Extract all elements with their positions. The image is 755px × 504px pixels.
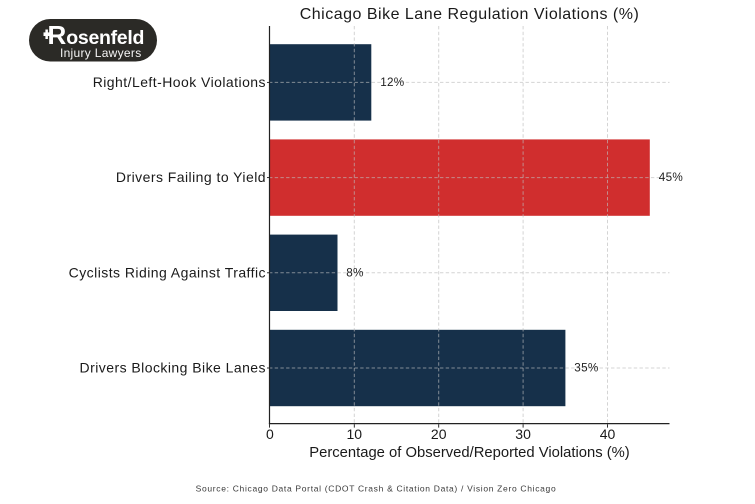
svg-text:Source: Chicago Data Portal (C: Source: Chicago Data Portal (CDOT Crash … [196,484,557,494]
svg-text:40: 40 [600,426,616,442]
svg-text:Right/Left-Hook Violations: Right/Left-Hook Violations [93,74,266,90]
svg-text:Chicago Bike Lane Regulation V: Chicago Bike Lane Regulation Violations … [300,6,640,23]
svg-text:osenfeld: osenfeld [66,27,144,49]
svg-text:Percentage of Observed/Reporte: Percentage of Observed/Reported Violatio… [309,445,630,461]
svg-text:35%: 35% [574,362,598,375]
svg-text:45%: 45% [659,171,683,184]
svg-text:0: 0 [266,426,274,442]
svg-text:Injury Lawyers: Injury Lawyers [60,46,142,60]
svg-text:Drivers Failing to Yield: Drivers Failing to Yield [116,169,266,185]
svg-text:Cyclists Riding Against Traffi: Cyclists Riding Against Traffic [69,264,266,280]
svg-text:R: R [48,20,67,50]
svg-text:10: 10 [347,426,363,442]
svg-text:12%: 12% [380,76,404,89]
svg-text:Drivers Blocking Bike Lanes: Drivers Blocking Bike Lanes [80,360,266,376]
svg-text:30: 30 [515,426,531,442]
svg-text:20: 20 [431,426,447,442]
svg-text:8%: 8% [346,266,364,279]
